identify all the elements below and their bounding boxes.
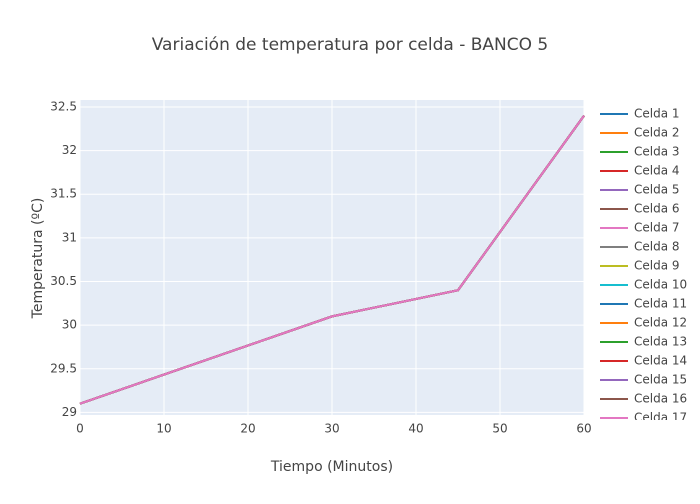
legend-label: Celda 7 [634, 221, 680, 235]
x-tick-label: 10 [156, 422, 171, 436]
x-tick-label: 20 [240, 422, 255, 436]
x-tick-label: 40 [408, 422, 423, 436]
y-tick-label: 32.5 [50, 99, 77, 113]
legend-label: Celda 13 [634, 335, 687, 349]
y-tick-label: 31.5 [50, 187, 77, 201]
legend-label: Celda 9 [634, 259, 680, 273]
x-tick-label: 60 [576, 422, 591, 436]
y-axis-label: Temperatura (ºC) [30, 198, 46, 320]
legend-label: Celda 6 [634, 202, 680, 216]
legend-label: Celda 3 [634, 145, 680, 159]
y-tick-label: 30 [62, 318, 77, 332]
x-tick-label: 30 [324, 422, 339, 436]
y-tick-label: 29.5 [50, 361, 77, 375]
x-axis-label: Tiempo (Minutos) [270, 459, 393, 475]
y-tick-label: 30.5 [50, 274, 77, 288]
legend-label: Celda 4 [634, 164, 680, 178]
legend-label: Celda 16 [634, 392, 687, 406]
legend-label: Celda 1 [634, 107, 680, 121]
y-tick-label: 31 [62, 230, 77, 244]
legend-label: Celda 2 [634, 126, 680, 140]
x-tick-label: 50 [492, 422, 507, 436]
y-tick-label: 29 [62, 405, 77, 419]
x-tick-label: 0 [76, 422, 84, 436]
legend-label: Celda 17 [634, 411, 687, 425]
legend-label: Celda 14 [634, 354, 687, 368]
series-line [79, 115, 585, 405]
y-tick-label: 32 [62, 143, 77, 157]
legend-label: Celda 10 [634, 278, 687, 292]
legend-label: Celda 15 [634, 373, 687, 387]
legend-label: Celda 11 [634, 297, 687, 311]
legend-label: Celda 5 [634, 183, 680, 197]
legend-label: Celda 8 [634, 240, 680, 254]
legend-label: Celda 12 [634, 316, 687, 330]
chart-title: Variación de temperatura por celda - BAN… [152, 35, 549, 55]
